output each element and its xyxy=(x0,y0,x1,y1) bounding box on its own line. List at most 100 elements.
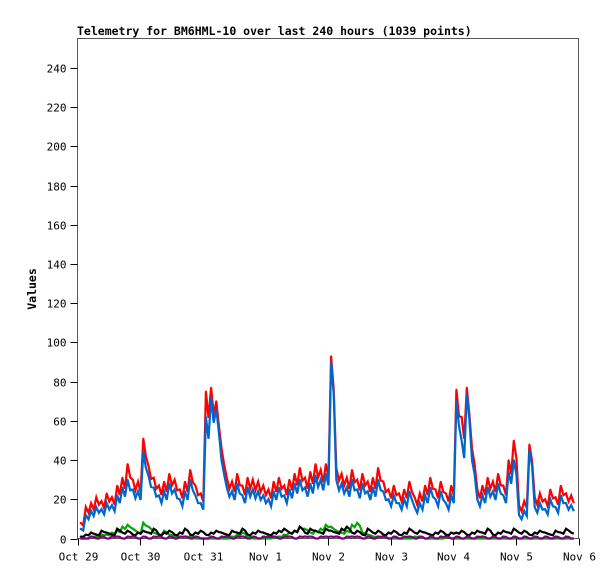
data-point-blue xyxy=(131,488,134,491)
data-point-green xyxy=(142,521,145,524)
data-point-purple xyxy=(570,537,573,540)
data-point-black xyxy=(267,533,270,536)
data-point-red xyxy=(173,478,176,481)
data-point-green xyxy=(168,533,171,536)
data-point-red xyxy=(408,480,411,483)
data-point-red xyxy=(544,498,546,501)
data-point-black xyxy=(84,533,87,536)
data-point-black xyxy=(523,529,526,532)
data-point-red xyxy=(137,480,139,483)
data-point-black xyxy=(288,531,291,534)
data-point-black xyxy=(382,533,385,536)
data-point-red xyxy=(95,496,98,499)
data-point-blue xyxy=(189,478,192,481)
data-point-blue xyxy=(79,527,82,530)
data-point-purple xyxy=(283,535,286,538)
data-point-black xyxy=(194,531,197,534)
data-point-black xyxy=(304,531,306,534)
data-point-black xyxy=(460,529,463,532)
data-point-purple xyxy=(215,537,218,540)
data-point-purple xyxy=(403,535,406,538)
data-point-green xyxy=(121,525,124,528)
data-point-blue xyxy=(137,490,139,493)
data-point-red xyxy=(267,488,270,491)
data-point-blue xyxy=(492,490,494,493)
data-point-purple xyxy=(544,535,546,538)
data-point-blue xyxy=(356,488,359,491)
data-point-red xyxy=(105,492,108,495)
data-point-purple xyxy=(173,537,176,540)
data-point-black xyxy=(455,531,458,534)
chart-title: Telemetry for BM6HML-10 over last 240 ho… xyxy=(77,24,472,38)
data-point-purple xyxy=(492,535,494,538)
data-point-red xyxy=(554,496,557,499)
y-tick-label: 0 xyxy=(60,534,67,547)
y-tick-label: 120 xyxy=(47,298,67,311)
data-point-blue xyxy=(366,490,369,493)
data-point-purple xyxy=(178,535,181,538)
data-point-red xyxy=(460,416,463,418)
x-tick-label: Nov 3 xyxy=(375,551,408,564)
data-point-purple xyxy=(298,535,301,538)
data-point-black xyxy=(507,531,510,534)
data-point-red xyxy=(111,496,113,499)
x-tick-label: Oct 30 xyxy=(121,551,161,564)
x-tick-label: Nov 6 xyxy=(563,551,596,564)
data-point-blue xyxy=(199,502,202,505)
data-point-blue xyxy=(147,474,150,477)
data-point-purple xyxy=(304,535,306,538)
data-point-red xyxy=(325,463,327,465)
data-point-red xyxy=(372,476,374,479)
data-point-blue xyxy=(220,459,223,461)
data-point-black xyxy=(366,527,369,530)
x-tick-label: Oct 31 xyxy=(184,551,224,564)
y-tick-label: 80 xyxy=(53,377,66,390)
data-point-purple xyxy=(528,537,531,540)
data-point-blue xyxy=(382,490,385,493)
data-point-red xyxy=(298,467,301,469)
data-point-blue xyxy=(486,486,489,489)
data-point-purple xyxy=(565,535,567,538)
data-point-black xyxy=(262,531,265,534)
data-point-red xyxy=(272,480,275,483)
data-point-black xyxy=(554,529,557,532)
data-point-purple xyxy=(278,537,280,540)
data-point-blue xyxy=(158,494,160,497)
data-point-purple xyxy=(168,535,171,538)
data-point-red xyxy=(340,472,343,475)
data-point-blue xyxy=(100,508,103,510)
data-point-red xyxy=(309,470,312,473)
data-point-red xyxy=(251,478,254,481)
data-point-purple xyxy=(387,537,390,540)
data-point-black xyxy=(403,531,406,534)
data-point-blue xyxy=(497,482,499,485)
data-point-black xyxy=(424,531,426,534)
data-point-purple xyxy=(319,535,322,538)
data-point-blue xyxy=(418,502,421,505)
data-point-purple xyxy=(382,535,385,538)
data-point-black xyxy=(95,533,98,536)
data-point-green xyxy=(131,527,134,530)
data-point-black xyxy=(325,527,327,530)
data-point-blue xyxy=(392,494,395,497)
data-point-red xyxy=(559,484,562,487)
data-point-blue xyxy=(335,478,338,481)
data-point-blue xyxy=(126,478,129,481)
data-point-blue xyxy=(502,494,505,497)
data-point-blue xyxy=(184,490,186,493)
data-point-purple xyxy=(507,537,510,540)
data-point-blue xyxy=(471,459,473,461)
data-point-purple xyxy=(408,535,411,538)
data-point-black xyxy=(121,531,124,534)
data-point-blue xyxy=(309,482,312,485)
data-point-red xyxy=(194,484,197,487)
data-point-red xyxy=(278,476,280,479)
data-point-black xyxy=(272,531,275,534)
data-point-black xyxy=(215,529,218,532)
data-point-blue xyxy=(523,510,526,512)
y-tick-label: 200 xyxy=(47,141,67,154)
data-point-black xyxy=(356,529,359,532)
data-point-blue xyxy=(288,488,291,491)
data-point-blue xyxy=(105,502,108,505)
data-point-purple xyxy=(418,535,421,538)
